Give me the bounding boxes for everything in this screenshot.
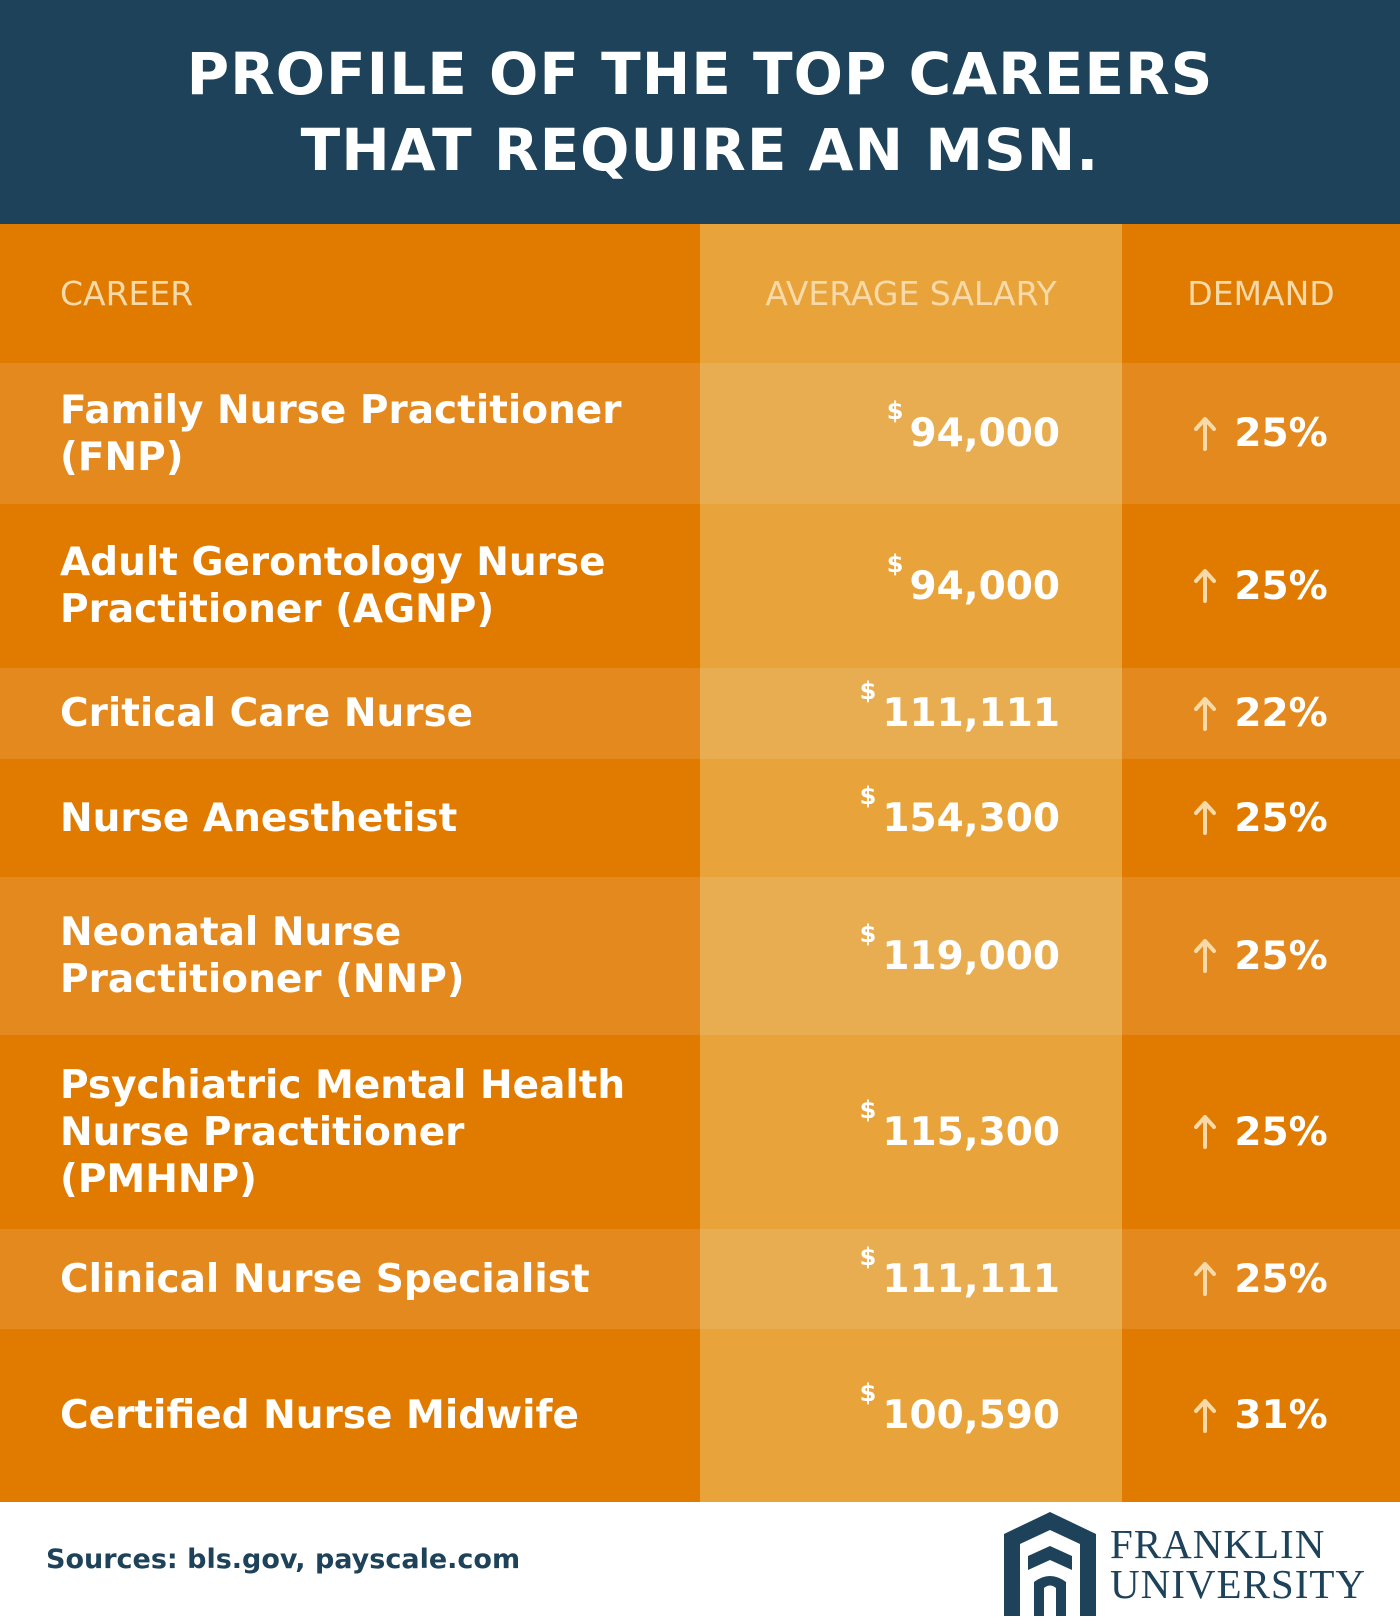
salary: $115,300 [860, 1096, 1060, 1155]
logo: FRANKLIN UNIVERSITY [1004, 1512, 1366, 1616]
up-arrow [1194, 569, 1217, 603]
up-arrow [1194, 939, 1217, 973]
logo-text: FRANKLIN UNIVERSITY [1110, 1521, 1366, 1607]
career-name: Nurse Anesthetist [60, 795, 458, 841]
salary-cell: $115,300 [700, 1035, 1122, 1229]
salary-value: 115,300 [882, 1109, 1060, 1155]
career-name: Psychiatric Mental Health Nurse Practiti… [60, 1062, 626, 1202]
demand-cell: 25% [1122, 363, 1400, 504]
header: PROFILE OF THE TOP CAREERS THAT REQUIRE … [0, 0, 1400, 224]
salary-cell: $119,000 [700, 877, 1122, 1035]
demand-value: 31% [1234, 1393, 1328, 1438]
career-name: Adult Gerontology Nurse Practitioner (AG… [60, 540, 606, 632]
career-cell: Certified Nurse Midwife [0, 1329, 700, 1502]
career-cell: Psychiatric Mental Health Nurse Practiti… [0, 1035, 700, 1229]
demand-value: 22% [1234, 691, 1328, 736]
demand-cell: 25% [1122, 877, 1400, 1035]
salary: $94,000 [887, 550, 1061, 609]
salary-value: 94,000 [909, 411, 1061, 456]
currency: $ [859, 919, 877, 948]
career-name: Critical Care Nurse [60, 691, 474, 736]
demand-value: 25% [1234, 1256, 1328, 1302]
salary: $111,111 [860, 677, 1060, 736]
demand-cell: 25% [1122, 1035, 1400, 1229]
career-name: Clinical Nurse Specialist [60, 1256, 590, 1302]
salary: $154,300 [860, 782, 1060, 841]
header-cell: CAREER [0, 224, 700, 363]
up-arrow [1194, 1398, 1217, 1433]
currency: $ [886, 549, 904, 578]
salary: $94,000 [887, 397, 1061, 456]
up-arrow [1194, 1115, 1217, 1149]
salary-cell: $111,111 [700, 668, 1122, 759]
salary-cell: $111,111 [700, 1229, 1122, 1329]
salary-cell: $154,300 [700, 759, 1122, 877]
career-cell: Critical Care Nurse [0, 668, 700, 759]
table-row: Critical Care Nurse $111,111 22% [0, 668, 1400, 759]
up-arrow [1194, 801, 1217, 835]
table-row: Family Nurse Practitioner (FNP) $94,000 25… [0, 363, 1400, 504]
demand-value: 25% [1234, 1109, 1328, 1155]
logo-line: UNIVERSITY [1110, 1561, 1366, 1607]
demand-value: 25% [1234, 795, 1328, 841]
sources: Sources: bls.gov, payscale.com [46, 1544, 521, 1575]
demand-cell: 22% [1122, 668, 1400, 759]
column-header: DEMAND [1187, 274, 1335, 313]
career-cell: Nurse Anesthetist [0, 759, 700, 877]
demand-cell: 25% [1122, 1229, 1400, 1329]
currency: $ [859, 677, 877, 705]
currency: $ [859, 1379, 877, 1407]
table-row: Psychiatric Mental Health Nurse Practiti… [0, 1035, 1400, 1229]
salary-value: 111,111 [882, 1256, 1060, 1302]
salary-value: 111,111 [882, 691, 1060, 736]
career-cell: Neonatal Nurse Practitioner (NNP) [0, 877, 700, 1035]
title: PROFILE OF THE TOP CAREERS THAT REQUIRE … [186, 40, 1214, 184]
demand-cell: 25% [1122, 759, 1400, 877]
logo-line: FRANKLIN [1110, 1521, 1326, 1567]
header-cell: AVERAGE SALARY [700, 224, 1122, 363]
career-cell: Clinical Nurse Specialist [0, 1229, 700, 1329]
table-row: Certified Nurse Midwife $100,590 31% [0, 1329, 1400, 1502]
demand-value: 25% [1234, 563, 1328, 609]
up-arrow [1194, 696, 1217, 731]
salary-value: 119,000 [882, 933, 1060, 979]
column-header: AVERAGE SALARY [765, 274, 1057, 313]
salary: $100,590 [860, 1379, 1060, 1438]
up-arrow [1194, 416, 1217, 451]
table-row: Adult Gerontology Nurse Practitioner (AG… [0, 504, 1400, 668]
career-cell: Adult Gerontology Nurse Practitioner (AG… [0, 504, 700, 668]
career-cell: Family Nurse Practitioner (FNP) [0, 363, 700, 504]
career-name: Certified Nurse Midwife [60, 1393, 579, 1438]
salary-cell: $100,590 [700, 1329, 1122, 1502]
table: CAREER AVERAGE SALARY DEMAND Family Nurs… [0, 224, 1400, 1502]
salary-cell: $94,000 [700, 363, 1122, 504]
table-header: CAREER AVERAGE SALARY DEMAND [0, 224, 1400, 363]
logo-mark [1004, 1512, 1097, 1616]
career-name: Neonatal Nurse Practitioner (NNP) [60, 910, 465, 1002]
column-header: CAREER [60, 274, 194, 313]
salary-value: 154,300 [882, 795, 1060, 841]
salary-value: 94,000 [909, 563, 1061, 609]
currency: $ [886, 397, 904, 425]
demand-cell: 31% [1122, 1329, 1400, 1502]
currency: $ [859, 1095, 877, 1124]
table-row: Neonatal Nurse Practitioner (NNP) $119,00… [0, 877, 1400, 1035]
up-arrow [1194, 1262, 1217, 1296]
table-row: Nurse Anesthetist $154,300 25% [0, 759, 1400, 877]
career-name: Family Nurse Practitioner (FNP) [60, 387, 622, 480]
footer: Sources: bls.gov, payscale.com FRANKLIN … [0, 1502, 1400, 1624]
salary-value: 100,590 [882, 1393, 1060, 1438]
salary-cell: $94,000 [700, 504, 1122, 668]
salary: $111,111 [860, 1243, 1060, 1302]
currency: $ [859, 781, 877, 810]
demand-value: 25% [1234, 411, 1328, 456]
header-cell: DEMAND [1122, 224, 1400, 363]
currency: $ [859, 1242, 877, 1271]
table-row: Clinical Nurse Specialist $111,111 25% [0, 1229, 1400, 1329]
demand-cell: 25% [1122, 504, 1400, 668]
salary: $119,000 [860, 920, 1060, 979]
demand-value: 25% [1234, 933, 1328, 979]
